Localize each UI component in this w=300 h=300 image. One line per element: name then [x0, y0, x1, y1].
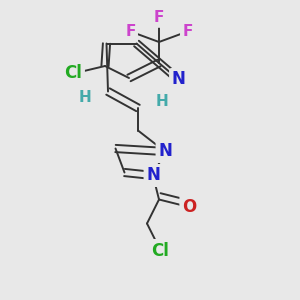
Text: Cl: Cl [64, 64, 82, 82]
Text: Cl: Cl [152, 242, 169, 260]
Text: N: N [172, 70, 185, 88]
Text: H: H [156, 94, 168, 110]
Text: F: F [154, 11, 164, 26]
Text: O: O [182, 198, 196, 216]
Text: N: N [158, 142, 172, 160]
Text: F: F [182, 24, 193, 39]
Text: H: H [79, 90, 92, 105]
Text: F: F [125, 24, 136, 39]
Text: N: N [146, 167, 160, 184]
